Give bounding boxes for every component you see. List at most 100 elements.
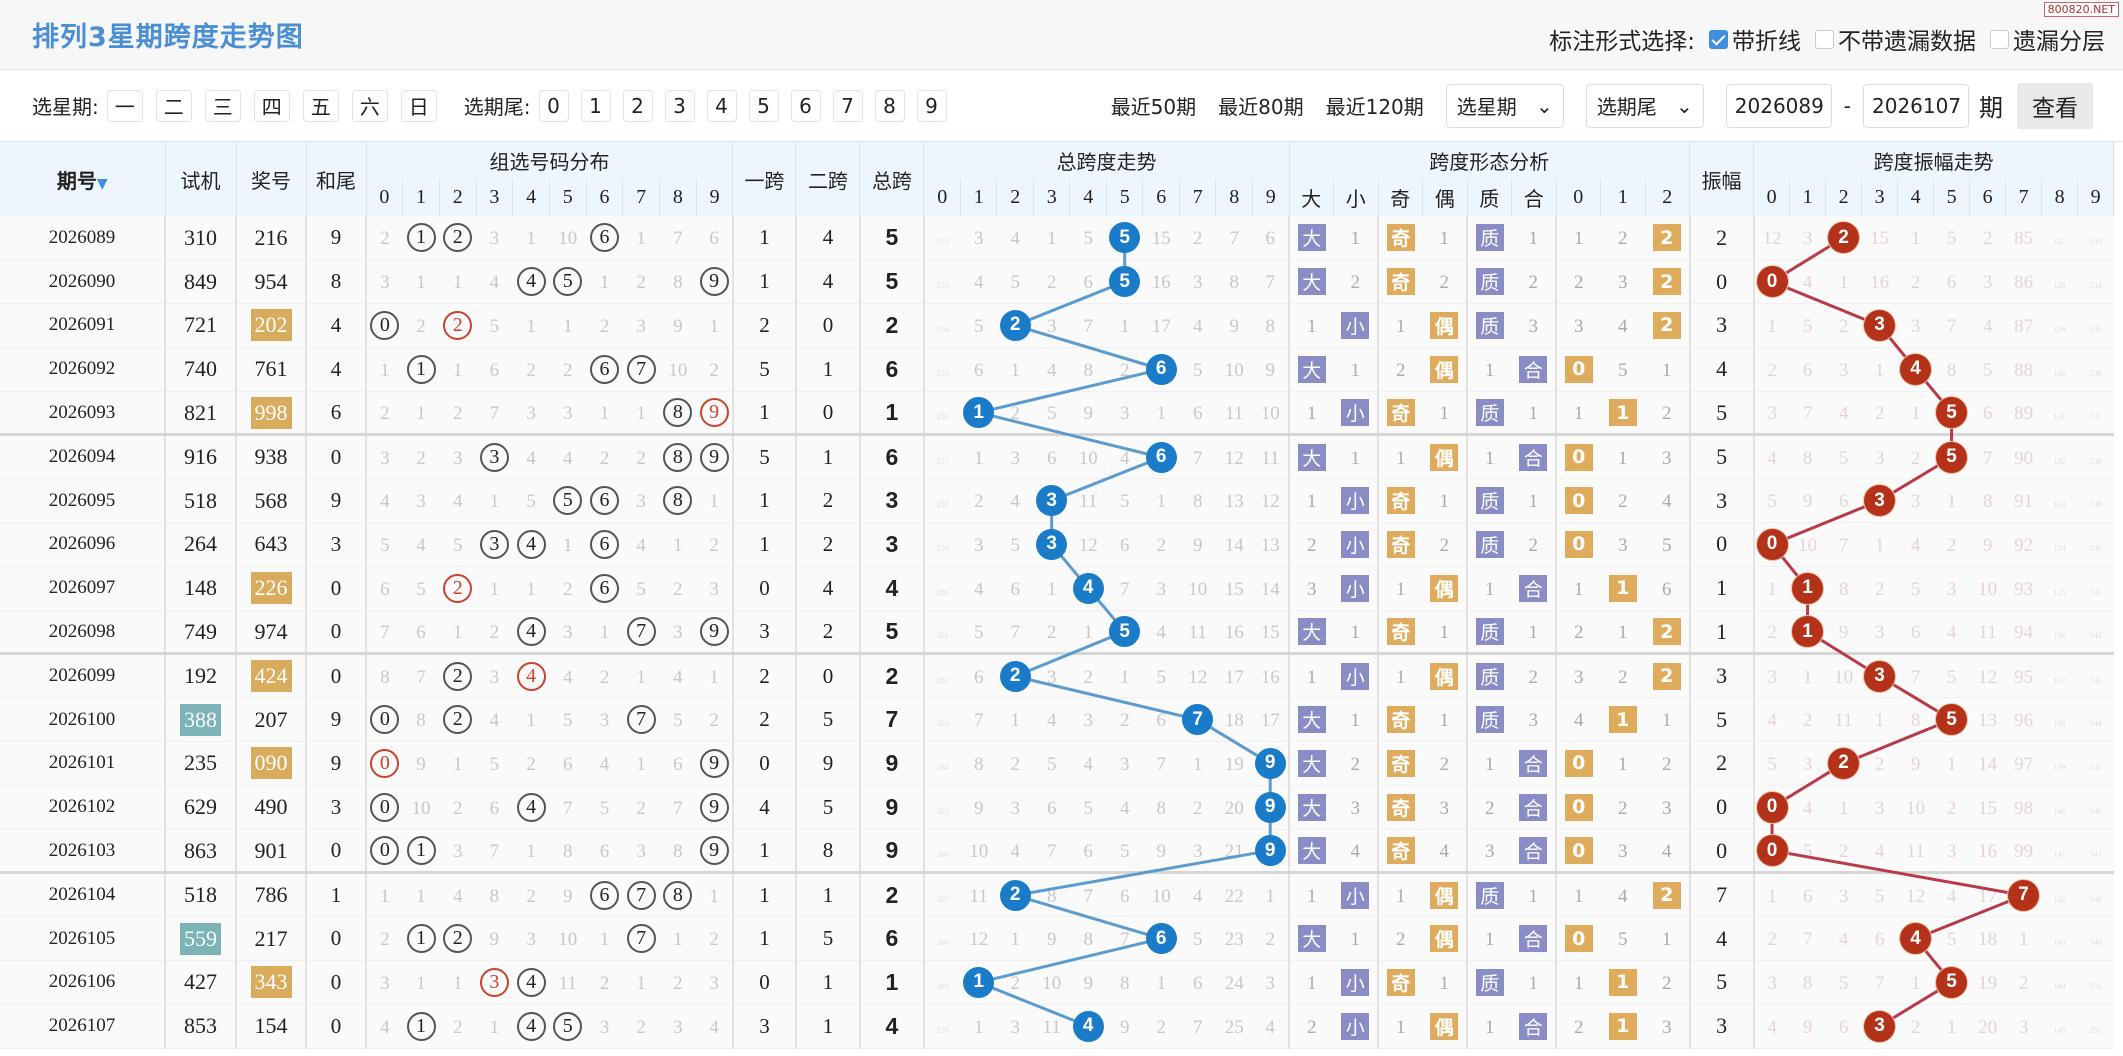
omission-value: 1 <box>1910 403 1921 425</box>
omission-value: 2 <box>673 578 683 600</box>
omission-value: 6 <box>1838 1016 1849 1038</box>
span2-value: 0 <box>822 400 834 425</box>
form-omission: 1 <box>1439 403 1450 425</box>
sum-tail: 6 <box>330 400 342 425</box>
recent-80-link[interactable]: 最近80期 <box>1218 95 1304 119</box>
span-trend-cell: 18 <box>1215 697 1253 743</box>
checkbox-omission-layer[interactable] <box>1990 29 2009 49</box>
recent-120-link[interactable]: 最近120期 <box>1325 95 1424 119</box>
tail-button[interactable]: 9 <box>916 89 947 122</box>
amp-trend-cell: 2 <box>2005 960 2042 1005</box>
header-prize: 奖号 <box>236 142 307 216</box>
omission-value: 24 <box>1224 972 1244 994</box>
issue-number: 2026099 <box>48 665 116 687</box>
hit-digit-circle: 3 <box>479 442 509 472</box>
weekday-button[interactable]: 日 <box>400 89 437 122</box>
form-cell: 合 <box>1511 829 1557 874</box>
span-trend-cell: 14 <box>1252 566 1290 611</box>
span-trend-cell: 7 <box>1142 741 1180 786</box>
span-trend-cell: 24 <box>1215 960 1253 1005</box>
tail-button[interactable]: 5 <box>748 89 779 122</box>
form-cell: 3 <box>1467 829 1512 874</box>
omission-value: 3 <box>1874 797 1885 819</box>
tail-label: 选期尾: <box>463 95 531 119</box>
weekday-button[interactable]: 四 <box>253 89 290 122</box>
header-issue[interactable]: 期号▼ <box>0 142 166 216</box>
omission-value: 262 <box>936 675 949 685</box>
omission-value: 140 <box>2053 806 2066 816</box>
omission-value: 10 <box>668 359 688 381</box>
span2-cell: 1 <box>795 433 861 480</box>
form-cell: 2 <box>1378 347 1423 392</box>
omission-value: 10 <box>1260 403 1280 425</box>
tail-button[interactable]: 0 <box>538 89 569 122</box>
total-span-value: 4 <box>885 574 899 601</box>
tail-button[interactable]: 6 <box>790 89 821 122</box>
weekday-button[interactable]: 五 <box>302 89 339 122</box>
tail-button[interactable]: 4 <box>706 89 737 122</box>
weekday-button[interactable]: 二 <box>155 89 192 122</box>
amp-ball: 3 <box>1864 309 1896 341</box>
omission-value: 11 <box>1225 403 1244 425</box>
option-no-omission-label[interactable]: 不带遗漏数据 <box>1838 29 1976 55</box>
omission-value: 7 <box>1192 1016 1203 1038</box>
tail-button[interactable]: 3 <box>664 89 695 122</box>
checkbox-line[interactable] <box>1709 29 1728 49</box>
tail-button[interactable]: 8 <box>874 89 905 122</box>
form-cell: 4 <box>1556 697 1601 743</box>
form-cell: 合 <box>1511 785 1557 830</box>
dist-cell: 9 <box>696 785 734 830</box>
span-trend-cell: 5 <box>1033 741 1070 786</box>
amp-trend-cell: 7 <box>1897 652 1934 699</box>
dist-cell: 1 <box>439 347 477 392</box>
span2-value: 4 <box>822 225 834 250</box>
amp-trend-cell: 9 <box>1825 610 1862 655</box>
weekday-button[interactable]: 三 <box>204 89 241 122</box>
weekday-button[interactable]: 一 <box>106 89 143 122</box>
dist-cell: 1 <box>439 610 477 655</box>
tail-select[interactable]: 选期尾 ⌄ <box>1585 83 1704 128</box>
amp-trend-cell: 5 <box>1753 741 1790 786</box>
span1-value: 3 <box>759 619 770 644</box>
from-issue-input[interactable]: 2026089 <box>1725 83 1832 128</box>
recent-50-link[interactable]: 最近50期 <box>1110 95 1197 119</box>
tail-button[interactable]: 2 <box>622 89 653 122</box>
amp-trend-cell: 3 <box>1861 303 1898 348</box>
form-cell: 小 <box>1333 566 1379 611</box>
form-cell: 偶 <box>1422 433 1468 480</box>
omission-value: 1 <box>1802 666 1813 688</box>
option-line-label[interactable]: 带折线 <box>1732 29 1801 55</box>
omission-value: 4 <box>1119 797 1130 819</box>
span-trend-cell: 3 <box>1033 303 1070 348</box>
tail-button[interactable]: 7 <box>832 89 863 122</box>
view-button[interactable]: 查看 <box>2017 82 2093 129</box>
weekday-button[interactable]: 六 <box>351 89 388 122</box>
checkbox-no-omission[interactable] <box>1815 29 1834 49</box>
form-omission: 1 <box>1574 578 1584 600</box>
tail-button[interactable]: 1 <box>580 89 611 122</box>
omission-value: 95 <box>2014 666 2034 688</box>
dist-cell: 4 <box>439 478 477 524</box>
omission-value: 93 <box>2014 578 2034 600</box>
header-amp-digit: 1 <box>1789 179 1827 216</box>
span2-cell: 1 <box>795 1004 861 1049</box>
week-select[interactable]: 选星期 ⌄ <box>1445 83 1564 128</box>
form-tag: 大 <box>1297 618 1326 646</box>
option-omission-layer-label[interactable]: 遗漏分层 <box>2013 29 2105 55</box>
span1-value: 5 <box>759 444 770 469</box>
to-issue-input[interactable]: 2026107 <box>1863 83 1969 128</box>
sort-desc-icon[interactable]: ▼ <box>96 175 108 192</box>
header-dist-digit: 4 <box>512 179 550 216</box>
amp-trend-cell: 6 <box>1825 1004 1862 1049</box>
prize-number: 343 <box>250 966 292 999</box>
hit-digit-circle: 3 <box>479 967 509 997</box>
dist-cell: 2 <box>586 652 623 699</box>
amp-value: 5 <box>1716 399 1728 425</box>
span2-value: 1 <box>822 444 834 469</box>
omission-value: 2 <box>1767 359 1777 381</box>
form-cell: 2 <box>1378 916 1423 962</box>
omission-value: 4 <box>973 578 984 600</box>
omission-value: 2 <box>526 753 536 775</box>
form-tag: 0 <box>1564 355 1593 383</box>
dist-cell: 2 <box>549 347 587 392</box>
